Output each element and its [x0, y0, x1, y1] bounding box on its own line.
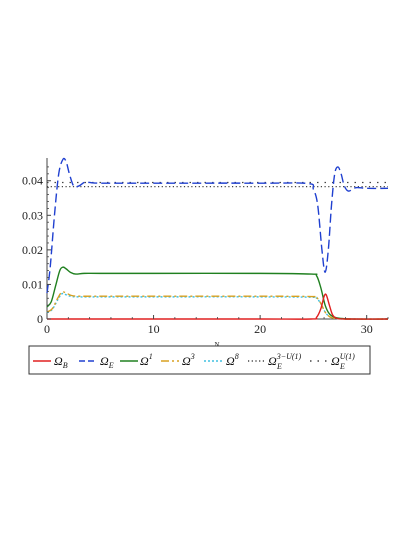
y-tick-label: 0.03 — [22, 208, 43, 222]
legend-base: Ω — [182, 354, 191, 368]
legend-base: Ω — [226, 354, 235, 368]
x-tick-label: 10 — [148, 322, 160, 336]
series-line-2 — [46, 266, 389, 320]
legend-sup: U(1) — [340, 352, 355, 361]
legend-label: ΩE — [100, 354, 114, 370]
legend-sup: 3−U(1) — [276, 352, 302, 361]
y-tick-label: 0.01 — [22, 277, 43, 291]
ticks: 0 10 20 30 0 0.01 0.02 0.03 0.04 — [22, 166, 389, 336]
legend-sup: 3 — [190, 352, 195, 361]
legend-item-6: ΩU(1) E — [310, 352, 355, 371]
legend-base: Ω — [331, 354, 340, 368]
legend-base: Ω — [54, 354, 63, 368]
legend-sub: B — [63, 361, 68, 370]
legend-box — [28, 345, 371, 375]
series-line-1 — [46, 157, 389, 294]
legend-label: Ω8 — [226, 352, 239, 368]
legend-label: Ω3 — [182, 352, 195, 368]
legend-base: Ω — [140, 354, 149, 368]
legend-label: Ω1 — [140, 352, 153, 368]
legend-item-5: Ω3−U(1) E — [248, 352, 302, 371]
y-tick-label: 0.04 — [22, 174, 43, 188]
series-line-4 — [46, 292, 389, 320]
y-tick-label: 0.02 — [22, 243, 43, 257]
series-layer — [46, 157, 389, 320]
x-tick-label: 30 — [361, 322, 373, 336]
legend-sub: E — [108, 361, 114, 370]
legend-label: ΩU(1) E — [331, 352, 355, 371]
legend-item-2: Ω1 — [120, 352, 153, 368]
legend-sub: E — [276, 362, 282, 371]
legend: ΩB ΩE Ω1 Ω3 Ω8 Ω3−U(1) E ΩU(1) E — [28, 345, 371, 375]
legend-base: Ω — [268, 354, 277, 368]
series-line-3 — [46, 291, 389, 320]
y-tick-label: 0 — [37, 312, 43, 326]
x-tick-label: 20 — [254, 322, 266, 336]
legend-label: Ω3−U(1) E — [268, 352, 302, 371]
legend-item-1: ΩE — [79, 354, 114, 370]
legend-base: Ω — [100, 354, 109, 368]
x-tick-label: 0 — [44, 322, 50, 336]
legend-label: ΩB — [54, 354, 68, 370]
axes — [46, 158, 388, 320]
x-axis-label: N — [214, 341, 219, 349]
legend-item-4: Ω8 — [204, 352, 239, 368]
legend-sup: 8 — [235, 352, 239, 361]
series-line-0 — [46, 293, 389, 320]
legend-item-0: ΩB — [33, 354, 68, 370]
legend-item-3: Ω3 — [161, 352, 195, 368]
legend-sup: 1 — [149, 352, 153, 361]
legend-sub: E — [339, 362, 345, 371]
